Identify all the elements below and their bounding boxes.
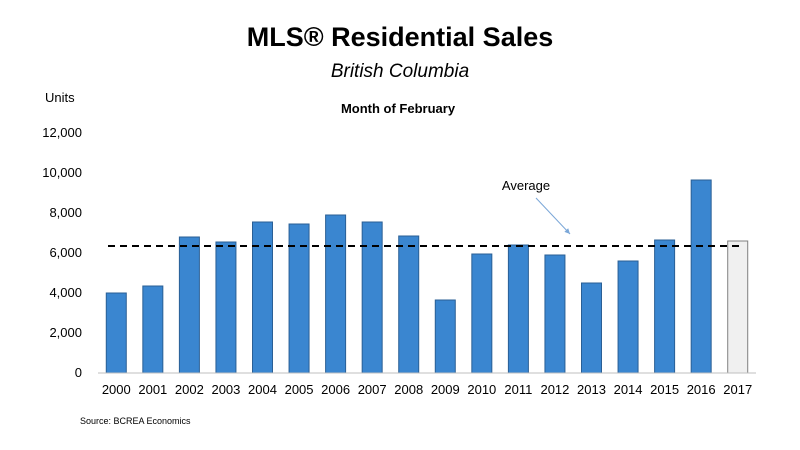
bar-2000 (105, 292, 127, 374)
bar-2016 (690, 179, 712, 374)
bar-2014 (617, 260, 639, 374)
x-tick-label: 2000 (102, 382, 131, 397)
bar-2002 (178, 236, 200, 374)
bar-2013 (581, 282, 602, 374)
x-tick-label: 2013 (577, 382, 606, 397)
y-tick-label: 10,000 (42, 165, 82, 180)
bar-2015 (654, 239, 676, 374)
x-tick-label: 2010 (467, 382, 496, 397)
x-tick-label: 2014 (614, 382, 643, 397)
bar-2012 (544, 254, 566, 374)
x-tick-label: 2012 (540, 382, 569, 397)
y-tick-label: 12,000 (42, 125, 82, 140)
y-tick-label: 4,000 (49, 285, 82, 300)
x-tick-label: 2006 (321, 382, 350, 397)
x-tick-label: 2016 (687, 382, 716, 397)
average-label: Average (502, 178, 550, 193)
bars (105, 179, 749, 374)
source-note: Source: BCREA Economics (80, 416, 191, 426)
x-axis: 2000 2001 2002 2003 2004 2005 2006 2007 2008 2009… (102, 382, 752, 397)
x-tick-label: 2011 (504, 382, 532, 397)
bar-2008 (398, 235, 420, 374)
x-tick-label: 2004 (248, 382, 277, 397)
x-tick-label: 2008 (394, 382, 423, 397)
x-tick-label: 2009 (431, 382, 460, 397)
x-tick-label: 2007 (358, 382, 387, 397)
bar-2004 (252, 221, 273, 374)
bar-2017 (727, 240, 749, 374)
bar-2010 (471, 253, 493, 374)
y-tick-label: 6,000 (49, 245, 82, 260)
bar-2009 (434, 299, 456, 374)
average-arrow (535, 197, 571, 235)
x-tick-label: 2001 (138, 382, 167, 397)
x-tick-label: 2002 (175, 382, 204, 397)
bar-2011 (507, 244, 529, 374)
y-axis: 0 2,000 4,000 6,000 8,000 10,000 12,000 (42, 125, 82, 380)
bar-2003 (215, 241, 237, 374)
x-tick-label: 2003 (211, 382, 240, 397)
x-tick-label: 2015 (650, 382, 679, 397)
bar-2001 (142, 285, 164, 374)
x-tick-label: 2005 (285, 382, 314, 397)
chart-label: Month of February (341, 101, 456, 116)
average-arrowhead (564, 228, 570, 234)
y-tick-label: 8,000 (49, 205, 82, 220)
y-tick-label: 0 (75, 365, 82, 380)
x-tick-label: 2017 (723, 382, 752, 397)
chart-title: MLS® Residential Sales (246, 22, 554, 52)
chart-subtitle: British Columbia (330, 61, 470, 82)
bar-2006 (325, 214, 347, 374)
y-axis-label: Units (45, 90, 75, 105)
y-tick-label: 2,000 (49, 325, 82, 340)
bar-2007 (361, 221, 383, 374)
